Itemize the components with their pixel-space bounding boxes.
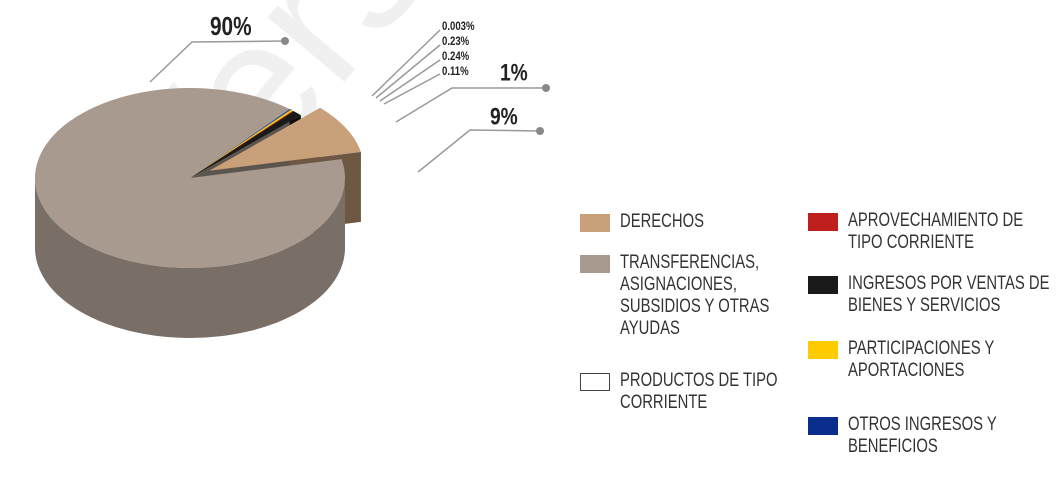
value-label: 9% (490, 102, 518, 130)
value-label: 0.24% (442, 50, 470, 63)
legend-swatch (808, 341, 838, 359)
value-label: 1% (500, 58, 528, 86)
leader-line (379, 59, 441, 102)
legend-swatch (580, 214, 610, 232)
slice (35, 87, 345, 268)
value-label: 90% (210, 12, 252, 41)
leader-line (395, 87, 546, 123)
legend-swatch (808, 213, 838, 231)
slice (189, 109, 293, 179)
slice (190, 111, 301, 178)
leader-line (417, 129, 541, 173)
leader-line (149, 40, 286, 83)
leader-dot (281, 37, 289, 45)
slice (209, 107, 361, 171)
legend-label: INGRESOS POR VENTAS DE BIENES Y SERVICIO… (848, 273, 1050, 316)
legend-label: DERECHOS (620, 211, 704, 232)
legend-label: TRANSFERENCIAS, ASIGNACIONES, SUBSIDIOS … (620, 252, 770, 339)
legend-item: DERECHOS (580, 211, 851, 233)
legend-swatch (580, 373, 610, 391)
legend-label: APROVECHAMIENTO DE TIPO CORRIENTE (848, 210, 1024, 253)
slice (190, 109, 294, 178)
legend-item: OTROS INGRESOS Y BENEFICIOS (808, 414, 1056, 458)
leader-line (375, 44, 441, 99)
leader-dot (536, 127, 544, 135)
legend-label: PRODUCTOS DE TIPO CORRIENTE (620, 370, 778, 413)
value-label: 0.003% (442, 20, 475, 33)
slice-side (35, 178, 345, 338)
leader-line (371, 29, 441, 97)
slice (190, 110, 294, 178)
legend-swatch (808, 417, 838, 435)
legend-item: TRANSFERENCIAS, ASIGNACIONES, SUBSIDIOS … (580, 252, 851, 340)
leader-dot (542, 84, 550, 92)
legend-item: INGRESOS POR VENTAS DE BIENES Y SERVICIO… (808, 273, 1056, 317)
legend-label: OTROS INGRESOS Y BENEFICIOS (848, 414, 997, 457)
leader-line (383, 73, 441, 105)
legend-item: PARTICIPACIONES Y APORTACIONES (808, 338, 1056, 382)
legend-label: PARTICIPACIONES Y APORTACIONES (848, 338, 995, 381)
legend-swatch (580, 255, 610, 273)
legend-item: PRODUCTOS DE TIPO CORRIENTE (580, 370, 851, 414)
value-label: 0.23% (442, 35, 470, 48)
legend-swatch (808, 276, 838, 294)
legend-item: APROVECHAMIENTO DE TIPO CORRIENTE (808, 210, 1056, 254)
value-label: 0.11% (442, 65, 469, 78)
